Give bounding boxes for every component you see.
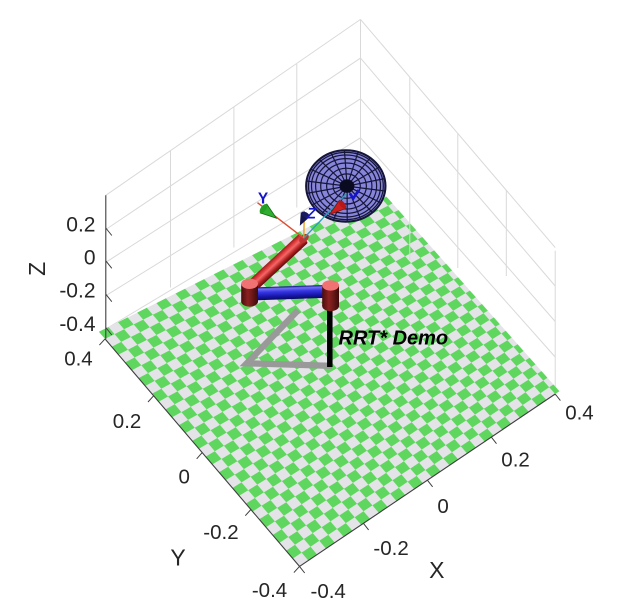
svg-text:0.2: 0.2	[501, 449, 530, 472]
svg-text:0: 0	[178, 465, 189, 488]
svg-text:0: 0	[437, 495, 448, 518]
svg-text:0.4: 0.4	[64, 347, 93, 370]
svg-text:-0.4: -0.4	[311, 580, 346, 603]
svg-text:Y: Y	[170, 545, 185, 571]
svg-text:-0.2: -0.2	[373, 537, 408, 560]
svg-text:-0.4: -0.4	[59, 313, 96, 336]
svg-text:Z: Z	[305, 206, 318, 223]
svg-text:-0.2: -0.2	[203, 521, 238, 544]
svg-text:0.2: 0.2	[113, 410, 142, 433]
svg-text:0.2: 0.2	[66, 214, 95, 237]
svg-text:Y: Y	[258, 191, 269, 208]
svg-text:-0.4: -0.4	[252, 579, 287, 602]
svg-text:0.4: 0.4	[565, 402, 594, 425]
svg-text:Z: Z	[24, 262, 50, 276]
svg-text:X: X	[429, 557, 444, 583]
svg-text:-0.2: -0.2	[59, 280, 95, 303]
svg-text:RRT* Demo: RRT* Demo	[339, 328, 449, 350]
svg-text:0: 0	[84, 246, 96, 269]
